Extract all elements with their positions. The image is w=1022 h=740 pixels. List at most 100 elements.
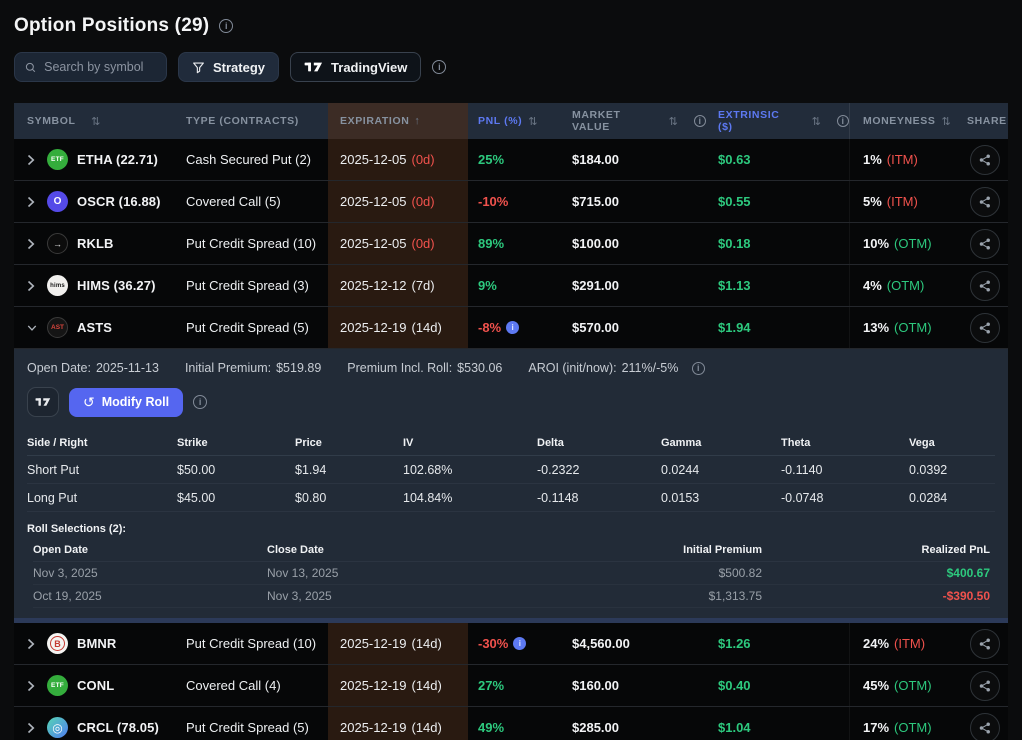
- modify-roll-info-icon[interactable]: [193, 395, 208, 409]
- crcl-logo: ◎: [47, 717, 68, 738]
- moneyness-cell: 13% (OTM): [849, 307, 955, 348]
- table-row-etha[interactable]: ETF ETHA (22.71) Cash Secured Put (2) 202…: [14, 139, 1008, 181]
- table-row-conl[interactable]: ETF CONL Covered Call (4) 2025-12-19 (14d)…: [14, 665, 1008, 707]
- leg-delta: -0.1148: [537, 490, 579, 505]
- otm-tag: (OTM): [894, 678, 932, 693]
- header-symbol[interactable]: SYMBOL ⇅: [27, 115, 101, 128]
- extrinsic-cell: $1.94: [718, 320, 751, 335]
- symbol-label: ASTS: [77, 320, 113, 335]
- chevron-right-icon[interactable]: [27, 280, 37, 292]
- dte-label: (14d): [411, 320, 442, 335]
- strategy-filter-button[interactable]: Strategy: [178, 52, 280, 82]
- pnl-cell: -30%: [468, 636, 560, 651]
- chevron-right-icon[interactable]: [27, 638, 37, 650]
- itm-tag: (ITM): [894, 636, 926, 651]
- symbol-label: CRCL (78.05): [77, 720, 159, 735]
- chevron-right-icon[interactable]: [27, 196, 37, 208]
- header-expiration[interactable]: EXPIRATION ↑: [328, 103, 468, 139]
- bmnr-logo: B: [47, 633, 68, 654]
- leg-price: $0.80: [295, 490, 327, 505]
- leg-strike: $45.00: [177, 490, 216, 505]
- search-box[interactable]: [14, 52, 167, 82]
- leg-side: Long Put: [27, 490, 78, 505]
- tradingview-chart-button[interactable]: [27, 387, 59, 417]
- chevron-right-icon[interactable]: [27, 680, 37, 692]
- table-row-asts[interactable]: AST ASTS Put Credit Spread (5) 2025-12-19…: [14, 307, 1008, 349]
- expiration-cell: 2025-12-12 (7d): [328, 265, 468, 306]
- sort-icon: ⇅: [668, 115, 679, 128]
- share-button[interactable]: [970, 270, 1000, 301]
- chevron-down-icon[interactable]: [27, 324, 37, 332]
- conl-logo: ETF: [47, 675, 68, 696]
- chevron-right-icon[interactable]: [27, 154, 37, 166]
- rolls-header-close-date: Close Date: [267, 543, 324, 556]
- legs-header-side: Side / Right: [27, 436, 88, 449]
- symbol-label: RKLB: [77, 236, 114, 251]
- sort-icon: ⇅: [811, 115, 822, 128]
- tradingview-button[interactable]: TradingView: [290, 52, 422, 82]
- leg-iv: 104.84%: [403, 490, 453, 505]
- sort-icon: ⇅: [941, 115, 952, 128]
- legs-header-vega: Vega: [909, 436, 935, 449]
- leg-row-short-put: Short Put $50.00 $1.94 102.68% -0.2322 0…: [27, 456, 995, 484]
- extrinsic-cell: $1.04: [718, 720, 751, 735]
- market-value-cell: $570.00: [572, 320, 619, 335]
- tradingview-info-icon[interactable]: [432, 60, 447, 74]
- type-cell: Cash Secured Put (2): [186, 152, 312, 167]
- header-pnl[interactable]: PNL (%) ⇅: [478, 115, 539, 128]
- roll-selections-table: Open Date Close Date Initial Premium Rea…: [27, 538, 995, 608]
- extrinsic-cell: $0.40: [718, 678, 751, 693]
- history-icon: ↺: [83, 394, 95, 410]
- pnl-info-badge[interactable]: [506, 321, 520, 334]
- share-button[interactable]: [970, 712, 1000, 740]
- share-button[interactable]: [970, 628, 1000, 659]
- market-value-cell: $4,560.00: [572, 636, 630, 651]
- asts-logo: AST: [47, 317, 68, 338]
- rklb-logo: →: [47, 233, 68, 254]
- aroi-info-icon[interactable]: [691, 361, 705, 375]
- roll-row: Oct 19, 2025 Nov 3, 2025 $1,313.75 -$390…: [33, 585, 990, 608]
- extrinsic-info-icon[interactable]: [837, 115, 849, 127]
- header-moneyness[interactable]: MONEYNESS ⇅: [849, 103, 955, 139]
- leg-price: $1.94: [295, 462, 327, 477]
- pnl-cell: 49%: [478, 720, 505, 735]
- table-row-crcl[interactable]: ◎ CRCL (78.05) Put Credit Spread (5) 2025…: [14, 707, 1008, 740]
- legs-header-strike: Strike: [177, 436, 208, 449]
- pnl-cell: 25%: [478, 152, 505, 167]
- sort-icon: ⇅: [528, 115, 539, 128]
- dte-label: (14d): [411, 720, 442, 735]
- share-button[interactable]: [970, 144, 1000, 175]
- header-extrinsic[interactable]: EXTRINSIC ($) ⇅: [706, 103, 849, 139]
- roll-close-date: Nov 3, 2025: [267, 589, 332, 603]
- pnl-info-badge[interactable]: [513, 637, 527, 650]
- expiration-cell: 2025-12-05 (0d): [328, 223, 468, 264]
- table-row-bmnr[interactable]: B BMNR Put Credit Spread (10) 2025-12-19(…: [14, 623, 1008, 665]
- market-value-info-icon[interactable]: [694, 115, 706, 127]
- moneyness-cell: 1% (ITM): [849, 139, 955, 180]
- header-share: SHARE: [967, 115, 1007, 127]
- table-row-rklb[interactable]: → RKLB Put Credit Spread (10) 2025-12-05(…: [14, 223, 1008, 265]
- table-row-oscr[interactable]: O OSCR (16.88) Covered Call (5) 2025-12-0…: [14, 181, 1008, 223]
- expiration-cell: 2025-12-19 (14d): [328, 623, 468, 664]
- roll-open-date: Nov 3, 2025: [33, 566, 98, 580]
- search-input[interactable]: [44, 60, 156, 74]
- header-market-value[interactable]: MARKET VALUE ⇅: [560, 103, 706, 139]
- market-value-cell: $184.00: [572, 152, 619, 167]
- leg-row-long-put: Long Put $45.00 $0.80 104.84% -0.1148 0.…: [27, 484, 995, 512]
- extrinsic-cell: $1.26: [718, 636, 751, 651]
- share-button[interactable]: [970, 670, 1000, 701]
- table-row-hims[interactable]: hims HIMS (36.27) Put Credit Spread (3) 2…: [14, 265, 1008, 307]
- chevron-right-icon[interactable]: [27, 238, 37, 250]
- expiration-cell: 2025-12-05 (0d): [328, 181, 468, 222]
- share-button[interactable]: [970, 228, 1000, 259]
- title-info-icon[interactable]: [219, 19, 234, 33]
- modify-roll-button[interactable]: ↺ Modify Roll: [69, 387, 184, 417]
- leg-strike: $50.00: [177, 462, 216, 477]
- expiration-cell: 2025-12-19 (14d): [328, 665, 468, 706]
- share-button[interactable]: [970, 186, 1000, 217]
- leg-vega: 0.0392: [909, 462, 948, 477]
- chevron-right-icon[interactable]: [27, 722, 37, 734]
- share-button[interactable]: [970, 312, 1000, 343]
- dte-label: (14d): [411, 678, 442, 693]
- moneyness-cell: 10% (OTM): [849, 223, 955, 264]
